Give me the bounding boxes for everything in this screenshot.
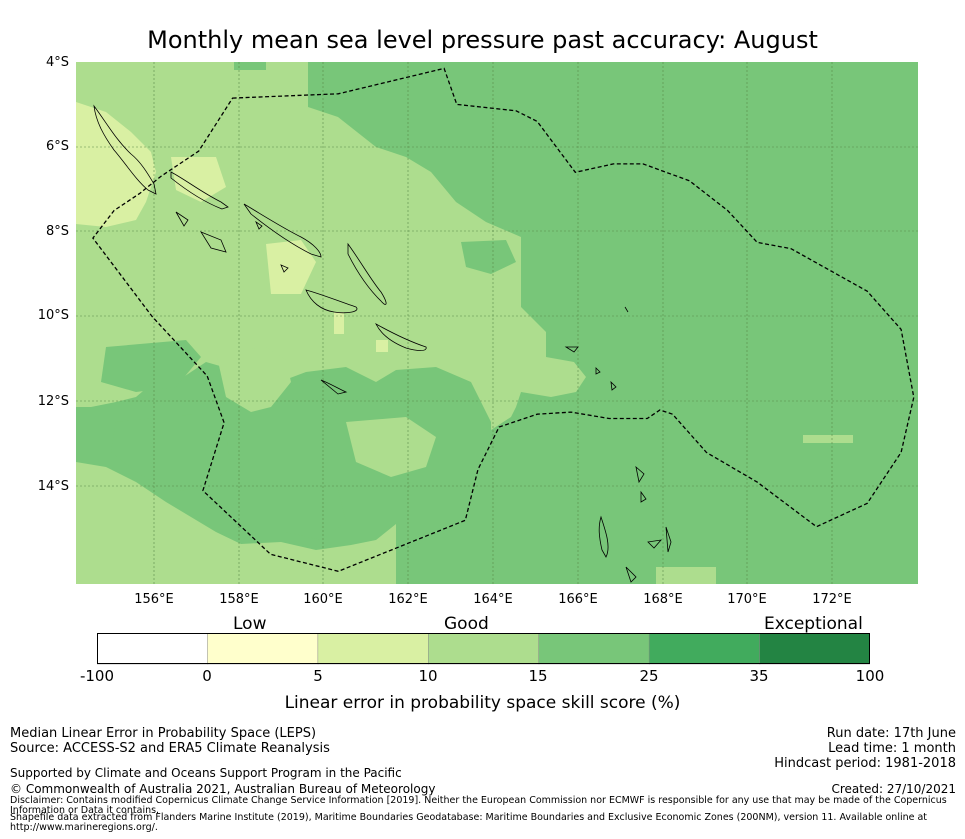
colorbar-tick: -100	[79, 667, 115, 685]
choiseul-coast	[170, 171, 229, 210]
vanuatu-coast	[598, 465, 672, 583]
skill-zone-5-10	[171, 157, 226, 202]
skill-zone-15-25	[101, 340, 201, 392]
colorbar-swatch	[97, 633, 209, 665]
lat-label-8s: 8°S	[45, 224, 69, 239]
lon-label-170e: 170°E	[727, 592, 767, 607]
colorbar-swatch	[538, 633, 650, 665]
colorbar-category-good: Good	[444, 614, 489, 634]
skill-zone-5-10	[266, 240, 316, 294]
colorbar-swatch	[428, 633, 540, 665]
lat-label-10s: 10°S	[37, 308, 69, 323]
skill-zone-10-15	[216, 347, 291, 412]
makira-coast	[375, 323, 427, 351]
colorbar-category-low: Low	[233, 614, 267, 634]
lon-label-166e: 166°E	[558, 592, 598, 607]
colorbar-tick: 35	[749, 667, 769, 685]
colorbar-swatch	[317, 633, 430, 665]
lat-label-14s: 14°S	[37, 479, 69, 494]
footer-disclaimer-line1: Disclaimer: Contains modified Copernicus…	[10, 795, 947, 806]
colorbar	[97, 633, 870, 665]
eez-boundary	[92, 67, 915, 572]
lat-label-12s: 12°S	[37, 394, 69, 409]
footer-disclaimer-line3: Shapefile data extracted from Flanders M…	[10, 812, 928, 823]
rennell-coast	[320, 379, 348, 395]
footer-disclaimer-line2: Information or Data it contains.	[10, 805, 160, 816]
map-title: Monthly mean sea level pressure past acc…	[147, 26, 818, 54]
santa-isabel-coast	[243, 203, 322, 258]
bougainville-coast	[93, 104, 157, 195]
small-island-coast	[255, 220, 629, 391]
lon-label-156e: 156°E	[134, 592, 174, 607]
footer-copyright: © Commonwealth of Australia 2021, Austra…	[10, 782, 436, 796]
lon-label-164e: 164°E	[473, 592, 513, 607]
skill-zone-15-25	[276, 482, 346, 540]
skill-zone-5-10	[376, 340, 388, 352]
malaita-coast	[347, 242, 387, 305]
skill-map	[76, 62, 918, 584]
coastlines	[93, 104, 672, 583]
colorbar-tick: 0	[202, 667, 212, 685]
guadalcanal-coast	[305, 289, 358, 314]
lon-label-160e: 160°E	[303, 592, 343, 607]
colorbar-tick: 25	[639, 667, 659, 685]
footer-run-date: Run date: 17th June	[826, 726, 956, 741]
lon-label-168e: 168°E	[643, 592, 683, 607]
colorbar-swatch	[648, 633, 761, 665]
colorbar-swatch	[207, 633, 319, 665]
skill-zone-10-15	[346, 417, 436, 477]
colorbar-category-exceptional: Exceptional	[764, 614, 863, 634]
skill-zone-15-25	[461, 240, 516, 274]
lon-label-158e: 158°E	[219, 592, 259, 607]
colorbar-tick: 5	[313, 667, 323, 685]
footer-support: Supported by Climate and Oceans Support …	[10, 766, 402, 780]
colorbar-swatch	[759, 633, 870, 665]
footer-created: Created: 27/10/2021	[831, 782, 956, 796]
skill-zone-15-25	[111, 414, 231, 492]
lon-label-162e: 162°E	[388, 592, 428, 607]
skill-zone-10-15	[76, 462, 396, 584]
footer-disclaimer-line4: http://www.marineregions.org/.	[10, 822, 158, 833]
skill-zone-5-10	[334, 312, 344, 334]
footer-lead-time: Lead time: 1 month	[828, 741, 956, 756]
colorbar-tick: 15	[528, 667, 548, 685]
footer-source: Source: ACCESS-S2 and ERA5 Climate Reana…	[10, 741, 330, 756]
new-georgia-coast	[175, 211, 227, 253]
footer-hindcast: Hindcast period: 1981-2018	[774, 756, 956, 771]
colorbar-tick: 100	[855, 667, 885, 685]
footer-method: Median Linear Error in Probability Space…	[10, 726, 317, 741]
lat-label-6s: 6°S	[45, 139, 69, 154]
colorbar-title: Linear error in probability space skill …	[284, 693, 681, 713]
skill-zone-10-15	[76, 62, 586, 430]
lon-label-172e: 172°E	[812, 592, 852, 607]
skill-zone-5-10	[76, 102, 156, 227]
lat-label-4s: 4°S	[45, 55, 69, 70]
colorbar-tick: 10	[418, 667, 438, 685]
skill-zone-10-15	[803, 435, 853, 443]
skill-zone-10-15	[656, 567, 716, 584]
